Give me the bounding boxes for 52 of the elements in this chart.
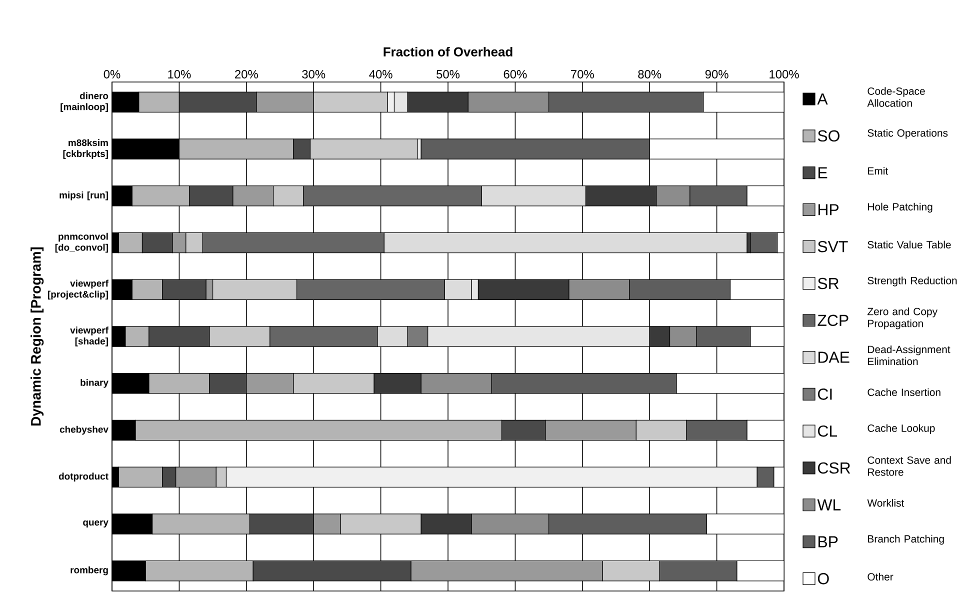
text: Static Operations	[868, 129, 948, 139]
x-tick-label: 10%	[168, 70, 191, 78]
y-tick-label: query	[83, 520, 108, 528]
x-tick-label: 70%	[571, 70, 594, 78]
y-tick-label: pnmconvol [do_convol]	[55, 232, 108, 253]
x-axis-title: Fraction of Overhead	[384, 46, 512, 56]
y-tick-label: romberg	[70, 566, 108, 576]
text: Zero and Copy Propagation	[868, 308, 938, 330]
x-tick-label: 40%	[369, 70, 392, 78]
text: Strength Reduction	[868, 276, 957, 286]
legend-label: A	[817, 94, 828, 104]
text: Hole Patching	[868, 202, 932, 213]
x-tick-label: 60%	[504, 70, 527, 78]
legend-label: CL	[818, 425, 838, 437]
legend-label: SO	[818, 130, 840, 142]
y-tick-label: binary	[80, 378, 108, 388]
y-tick-label: dotproduct	[58, 472, 108, 482]
legend-label: O	[818, 573, 829, 584]
legend-label: E	[818, 167, 828, 178]
x-tick-label: 20%	[235, 70, 258, 78]
legend-label: DAE	[818, 352, 850, 363]
legend-label: SVT	[818, 240, 848, 252]
legend-label: BP	[818, 536, 838, 548]
text: Cache Lookup	[868, 424, 935, 434]
legend-label: CSR	[818, 462, 850, 474]
x-tick-label: 30%	[302, 70, 326, 78]
y-tick-label: dinero [mainloop]	[60, 92, 108, 112]
legend-label: SR	[818, 278, 839, 290]
y-tick-label: chebyshev	[60, 426, 108, 435]
legend-label: ZCP	[818, 314, 848, 326]
x-tick-label: 80%	[638, 70, 662, 78]
y-tick-label: viewperf [shade]	[70, 326, 109, 346]
legend-label: HP	[818, 204, 839, 216]
legend-label: CI	[818, 388, 832, 400]
x-tick-label: 0%	[104, 70, 120, 78]
text: Emit	[868, 166, 888, 175]
y-tick-label: mipsi [run]	[60, 191, 108, 200]
x-tick-label: 90%	[705, 70, 728, 78]
text: Cache Insertion	[868, 388, 940, 396]
legend-label: WL	[817, 499, 841, 510]
text: Static Value Table	[868, 240, 951, 248]
text: Context Save and Restore	[868, 456, 951, 476]
text: Code-Space Allocation	[867, 87, 925, 107]
y-tick-label: viewperf [project&clip]	[48, 280, 109, 300]
y-axis-title: Dynamic Region [Program]	[30, 247, 44, 426]
x-tick-label: 50%	[436, 70, 460, 78]
text: Dead-Assignment Elimination	[868, 345, 950, 366]
y-tick-label: m88ksim [ckbrkpts]	[63, 139, 108, 159]
text: Other	[868, 572, 894, 581]
text: Worklist	[867, 499, 904, 507]
x-tick-label: 100%	[770, 70, 799, 78]
text: Branch Patching	[868, 534, 944, 545]
